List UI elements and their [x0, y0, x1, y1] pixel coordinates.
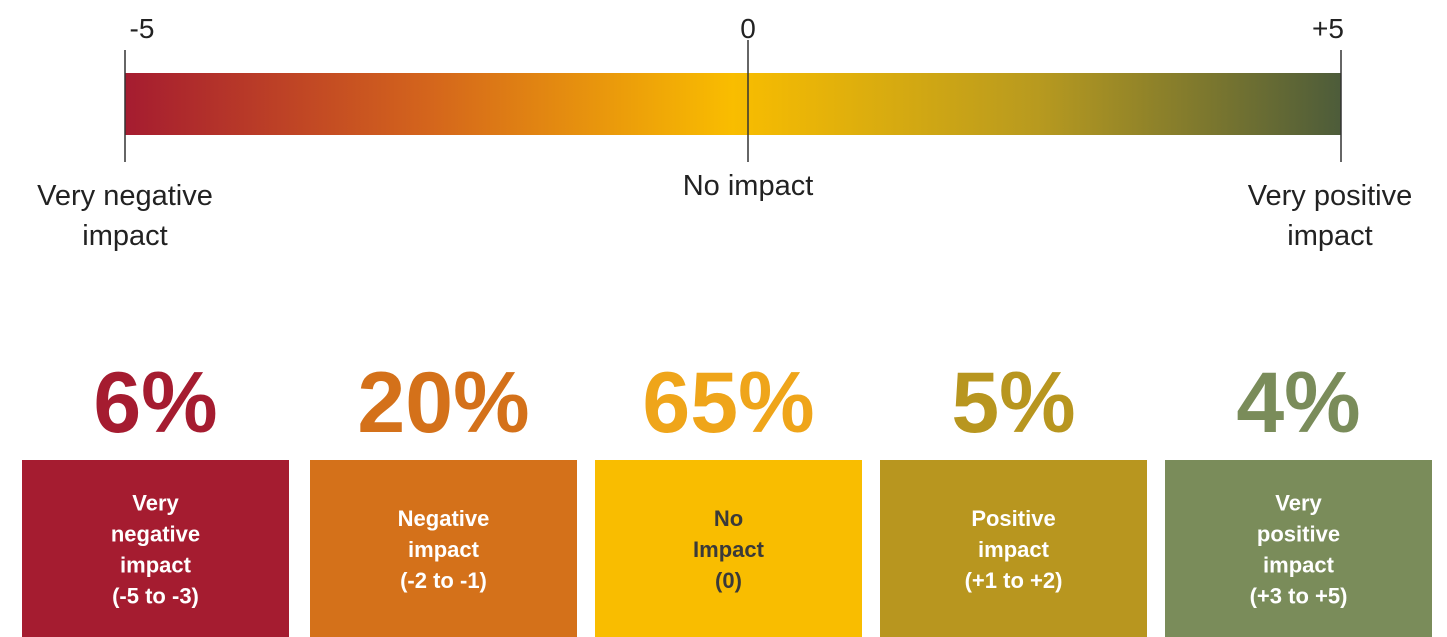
- scale-label: No impact: [683, 170, 814, 202]
- category-label-line: impact: [408, 537, 480, 562]
- category-label: No Impact (0): [693, 506, 765, 593]
- scale-label-line: Very negative: [37, 180, 213, 212]
- category-label-line: Very: [1275, 491, 1322, 516]
- scale-label-line: No impact: [683, 170, 814, 202]
- percentage: 20%: [357, 355, 529, 451]
- category-label-line: negative: [111, 522, 200, 547]
- category-label: Very positive impact (+3 to +5): [1250, 491, 1348, 609]
- scale-number: 0: [740, 13, 756, 44]
- scale-label: Very negative impact: [37, 180, 213, 252]
- category-label-line: impact: [1263, 553, 1335, 578]
- category-label-line: (+1 to +2): [965, 568, 1063, 593]
- percentage: 5%: [951, 355, 1075, 451]
- category-label-line: impact: [120, 553, 192, 578]
- category-label: Negative impact (-2 to -1): [398, 506, 490, 593]
- scale-label-line: impact: [82, 220, 167, 252]
- category-label-line: impact: [978, 537, 1050, 562]
- category-box: [880, 460, 1147, 637]
- percentage: 4%: [1236, 355, 1360, 451]
- category-label-line: (+3 to +5): [1250, 584, 1348, 609]
- scale-label: Very positive impact: [1248, 180, 1412, 252]
- category-label-line: Impact: [693, 537, 765, 562]
- scale-number: +5: [1312, 13, 1344, 44]
- category-label: Very negative impact (-5 to -3): [111, 491, 200, 609]
- scale-label-line: impact: [1287, 220, 1372, 252]
- percentage: 6%: [93, 355, 217, 451]
- category-label: Positive impact (+1 to +2): [965, 506, 1063, 593]
- category-label-line: Very: [132, 491, 179, 516]
- category-box: [1165, 460, 1432, 637]
- scale-label-line: Very positive: [1248, 180, 1412, 212]
- scale-number: -5: [130, 13, 155, 44]
- category-label-line: Positive: [971, 506, 1055, 531]
- category-box: [595, 460, 862, 637]
- category-label-line: No: [714, 506, 743, 531]
- category-label-line: positive: [1257, 522, 1340, 547]
- category-label-line: Negative: [398, 506, 490, 531]
- category-label-line: (-5 to -3): [112, 584, 199, 609]
- category-label-line: (0): [715, 568, 742, 593]
- scale-bar: [125, 73, 1341, 135]
- category-box: [22, 460, 289, 637]
- category-label-line: (-2 to -1): [400, 568, 487, 593]
- percentage: 65%: [642, 355, 814, 451]
- category-box: [310, 460, 577, 637]
